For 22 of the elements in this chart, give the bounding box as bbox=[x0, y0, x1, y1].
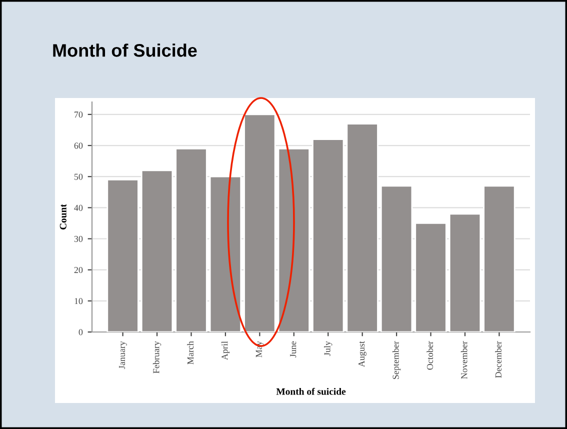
x-axis-title: Month of suicide bbox=[276, 388, 346, 395]
y-axis-title: Count bbox=[60, 204, 66, 230]
y-tick-label: 30 bbox=[74, 236, 83, 242]
x-tick-label: September bbox=[392, 341, 401, 380]
x-tick-label: August bbox=[358, 341, 366, 368]
x-tick-label: April bbox=[221, 341, 230, 360]
x-tick-label: January bbox=[119, 341, 127, 369]
x-tick-label: October bbox=[426, 341, 434, 370]
y-tick-label: 60 bbox=[74, 142, 83, 149]
x-tick-label: March bbox=[187, 341, 194, 364]
y-tick-label: 0 bbox=[78, 329, 83, 336]
x-tick-label: June bbox=[290, 341, 296, 358]
chart-title: Month of Suicide bbox=[53, 44, 197, 57]
x-tick-label: February bbox=[152, 341, 162, 374]
x-tick-label: December bbox=[495, 341, 502, 378]
x-tick-label: November bbox=[460, 341, 468, 379]
x-tick-label: July bbox=[324, 341, 332, 356]
y-tick-label: 50 bbox=[74, 174, 83, 180]
y-tick-label: 20 bbox=[74, 266, 83, 274]
y-tick-label: 40 bbox=[74, 204, 83, 211]
y-tick-label: 70 bbox=[74, 112, 83, 118]
y-tick-label: 10 bbox=[74, 298, 83, 304]
